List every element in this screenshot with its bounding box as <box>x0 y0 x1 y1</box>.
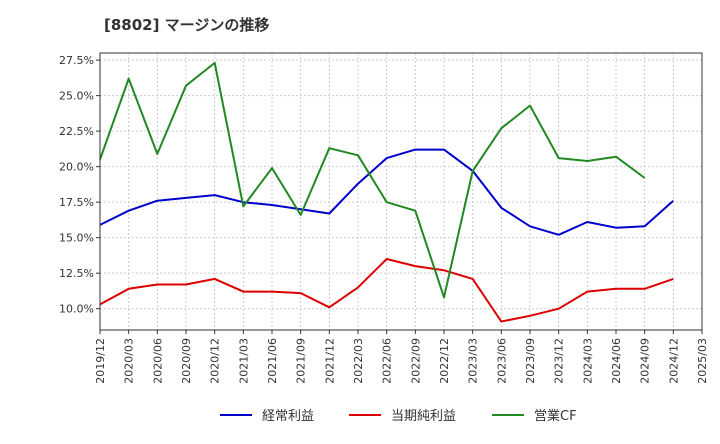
x-tick-label: 2019/12 <box>94 338 107 384</box>
x-tick-label: 2021/09 <box>295 338 308 384</box>
x-tick-label: 2020/09 <box>180 338 193 384</box>
x-tick-label: 2021/06 <box>266 338 279 384</box>
legend-label-0: 経常利益 <box>262 409 314 424</box>
x-tick-label: 2022/09 <box>409 338 422 384</box>
y-tick-label: 17.5% <box>59 196 94 209</box>
series-layer <box>99 61 674 323</box>
x-tick-label: 2020/06 <box>151 338 164 384</box>
plot-frame <box>99 52 703 331</box>
y-tick-label: 22.5% <box>59 125 94 138</box>
x-tick-label: 2024/12 <box>667 338 680 384</box>
x-tick-label: 2020/03 <box>123 338 136 384</box>
x-tick-label: 2023/09 <box>524 338 537 384</box>
y-tick-label: 12.5% <box>59 267 94 280</box>
y-tick-label: 27.5% <box>59 54 94 67</box>
y-tick-label: 20.0% <box>59 161 94 174</box>
x-tick-label: 2024/06 <box>610 338 623 384</box>
x-tick-label: 2021/12 <box>323 338 336 384</box>
grid-layer <box>99 53 703 330</box>
x-tick-label: 2022/03 <box>352 338 365 384</box>
series-line-2 <box>99 61 646 299</box>
x-tick-label: 2023/06 <box>495 338 508 384</box>
x-tick-label: 2022/12 <box>438 338 451 384</box>
x-tick-label: 2021/03 <box>237 338 250 384</box>
x-tick-label: 2020/12 <box>209 338 222 384</box>
legend-label-2: 営業CF <box>534 408 577 424</box>
x-tick-label: 2022/06 <box>381 338 394 384</box>
x-tick-label: 2025/03 <box>696 338 709 384</box>
legend-label-1: 当期純利益 <box>391 409 456 424</box>
x-tick-label: 2024/03 <box>581 338 594 384</box>
y-tick-label: 15.0% <box>59 232 94 245</box>
chart-title: [8802] マージンの推移 <box>104 16 270 34</box>
series-line-1 <box>99 258 674 323</box>
series-line-0 <box>99 148 674 236</box>
x-tick-label: 2024/09 <box>639 338 652 384</box>
y-tick-label: 10.0% <box>59 303 94 316</box>
y-tick-label: 25.0% <box>59 90 94 103</box>
legend-layer: 経常利益 当期純利益 営業CF <box>220 408 577 424</box>
x-tick-label: 2023/12 <box>553 338 566 384</box>
x-tick-label: 2023/03 <box>467 338 480 384</box>
axis-layer: 2019/12 2020/03 2020/06 2020/09 2020/12 2021/… <box>59 52 709 384</box>
